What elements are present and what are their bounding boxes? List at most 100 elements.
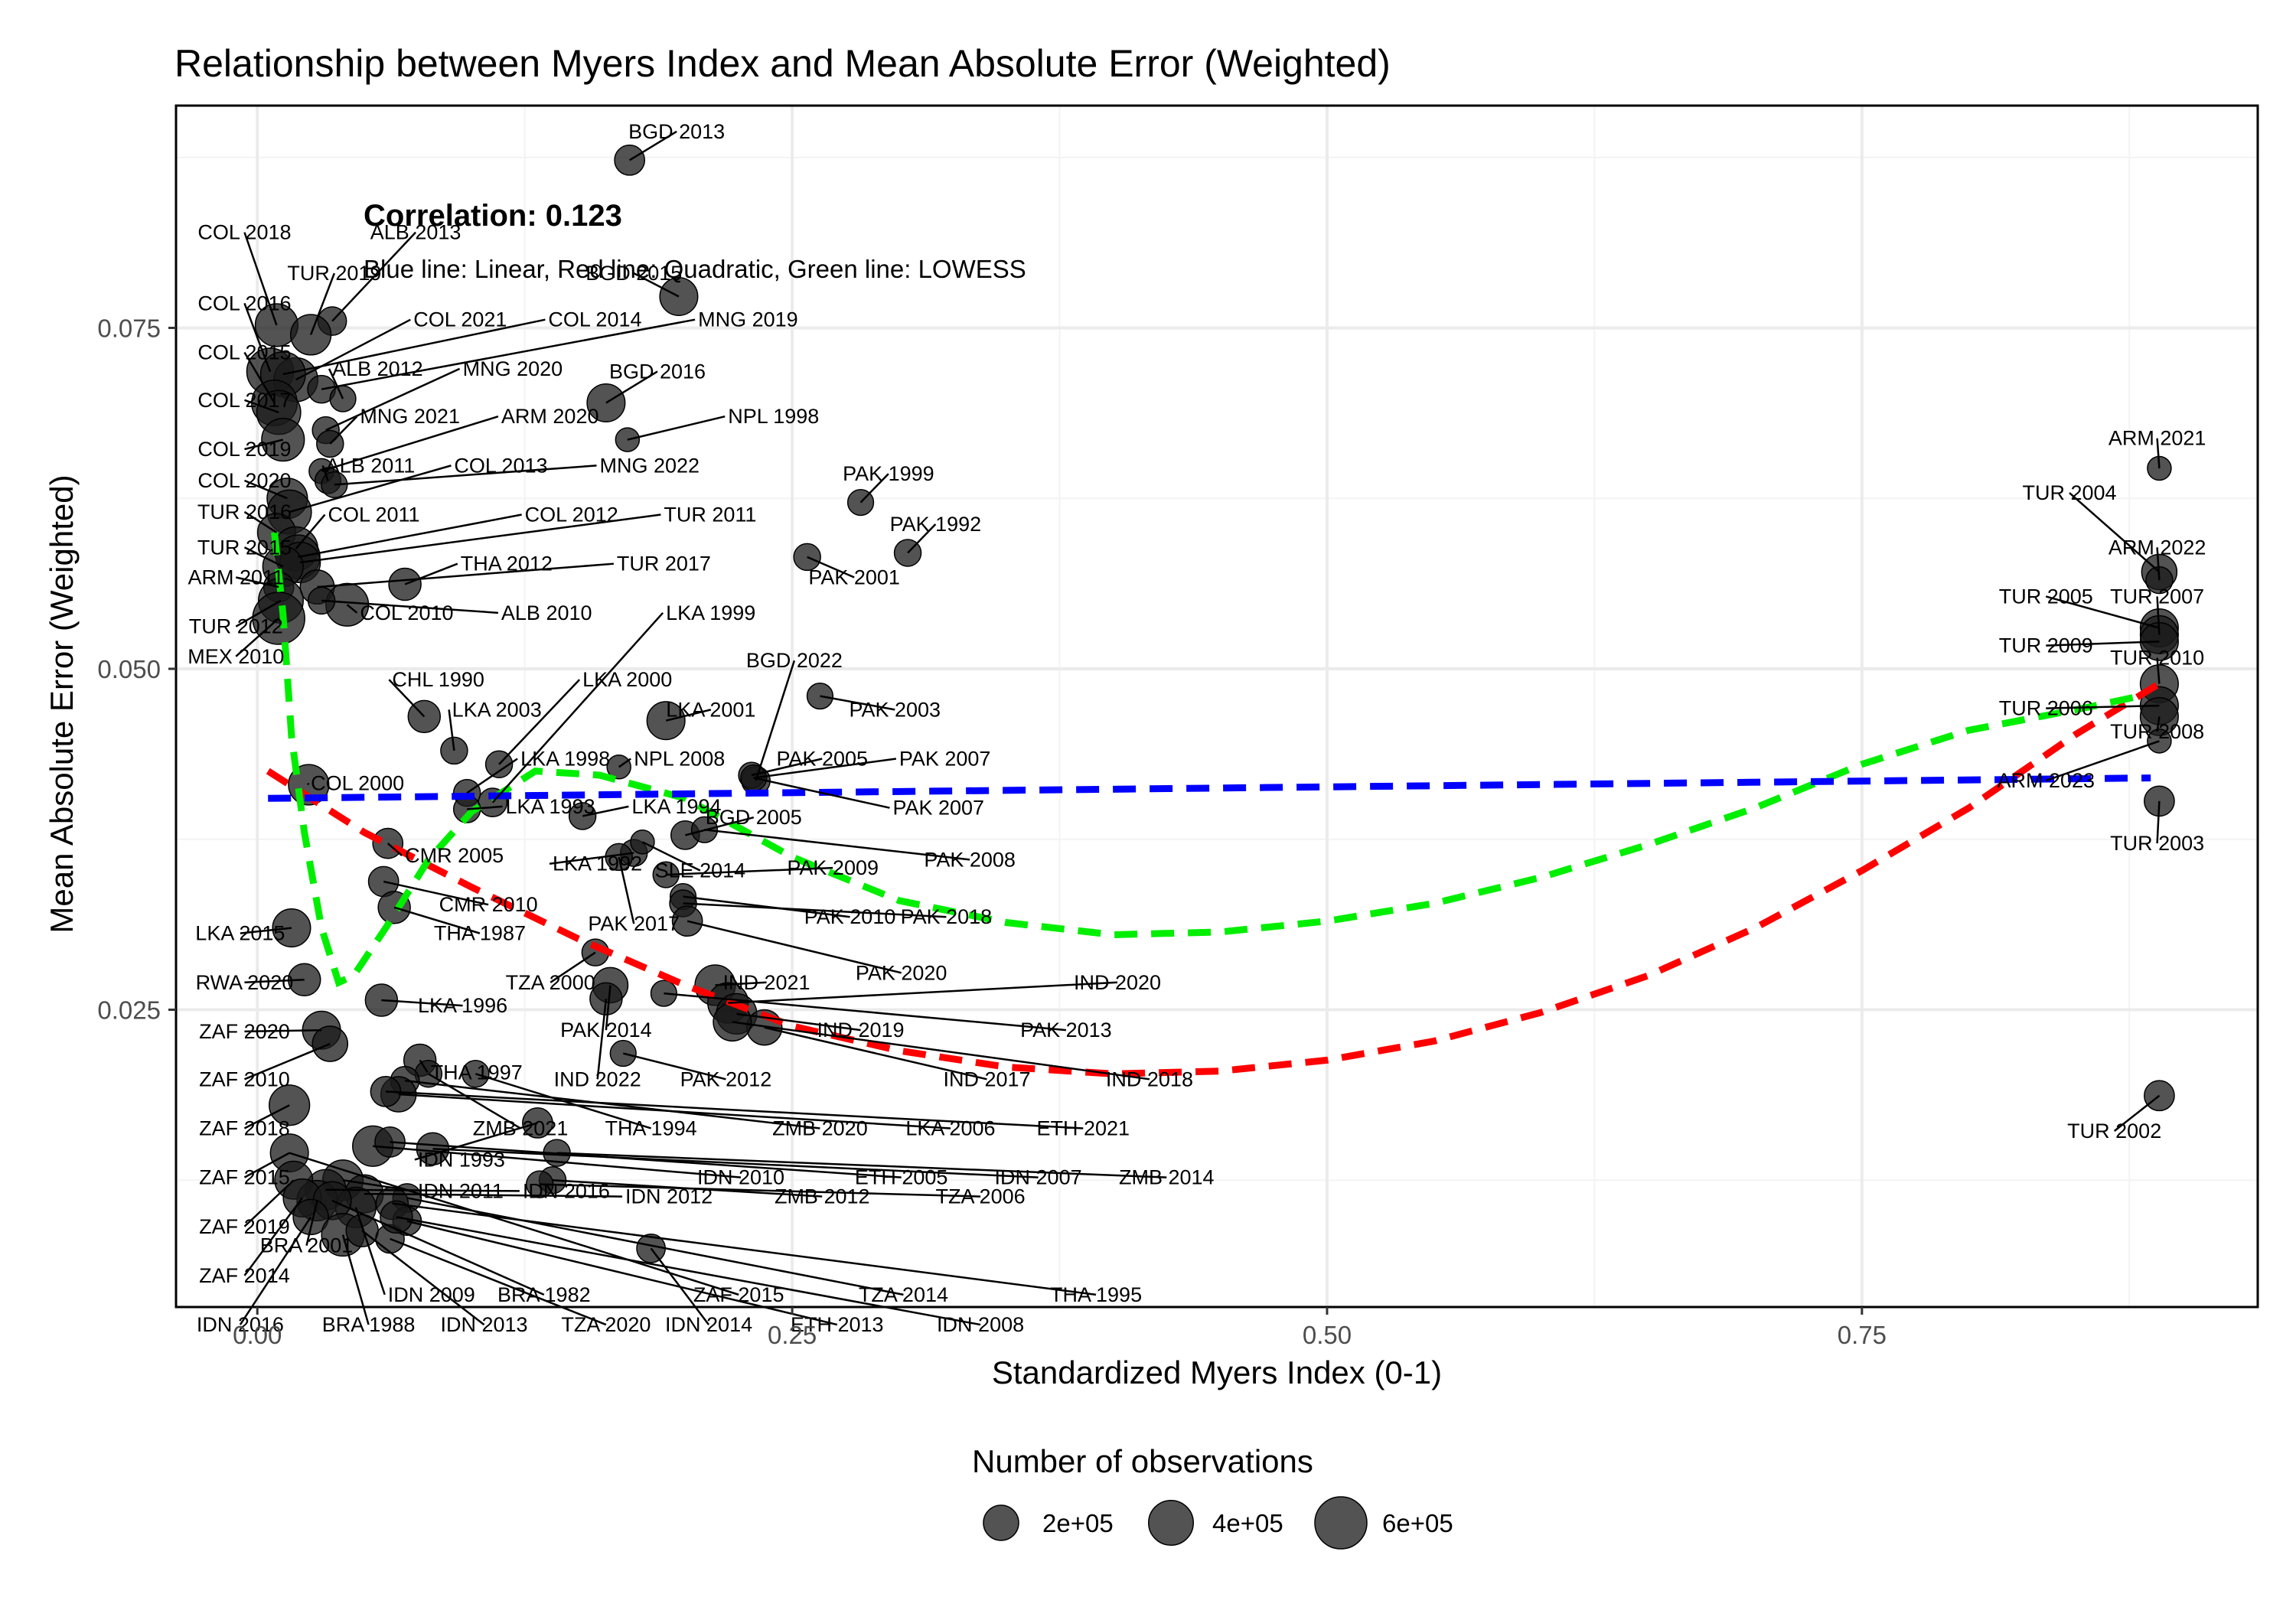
chart-title: Relationship between Myers Index and Mea… — [174, 42, 1391, 85]
label-leader-line — [305, 1200, 318, 1247]
label-leader-line — [2046, 641, 2160, 647]
label-leader-line — [243, 546, 284, 568]
point-labels: BGD 2013 COL 2018 ALB 2013 TUR 2019 BGD 2015… — [188, 120, 2206, 1336]
label-leader-line — [755, 660, 796, 781]
label-leader-line — [392, 1202, 1097, 1296]
x-tick-label: 0.25 — [768, 1321, 817, 1349]
point-label: COL 2016 — [197, 292, 291, 315]
label-leader-line — [240, 927, 292, 934]
label-leader-line — [243, 351, 276, 404]
legend-title: Number of observations — [972, 1443, 1313, 1479]
label-leader-line — [243, 510, 278, 533]
data-point — [659, 276, 699, 317]
point-label: PAK 1992 — [890, 513, 982, 536]
point-label: ZMB 2014 — [1119, 1166, 1215, 1189]
label-leader-line — [622, 1052, 726, 1081]
point-label: ALB 2013 — [370, 221, 461, 244]
point-label: TUR 2019 — [287, 262, 381, 285]
label-leader-line — [764, 1026, 987, 1081]
point-label: CMR 2005 — [405, 844, 504, 867]
label-leader-line — [331, 231, 417, 322]
point-label: LKA 2015 — [195, 922, 285, 945]
legend-size-key — [1314, 1496, 1368, 1550]
label-leader-line — [298, 513, 522, 559]
legend-label: 2e+05 — [1042, 1509, 1114, 1537]
label-leader-line — [582, 805, 629, 817]
point-label: THA 1995 — [1050, 1283, 1142, 1306]
point-label: MNG 2021 — [360, 405, 460, 428]
point-label: TZA 2014 — [859, 1283, 948, 1306]
point-label: PAK 2009 — [787, 856, 879, 879]
label-leader-line — [244, 979, 305, 984]
plot-background — [176, 106, 2258, 1307]
point-label: TUR 2002 — [2067, 1120, 2161, 1143]
label-leader-line — [448, 709, 455, 751]
point-label: PAK 2007 — [892, 797, 984, 820]
point-label: CHL 1990 — [392, 668, 484, 691]
label-leader-line — [2156, 596, 2161, 635]
label-leader-line — [666, 866, 833, 876]
point-label: ARM 2021 — [2108, 427, 2206, 450]
quadratic-fit-line — [266, 679, 2164, 1077]
label-leader-line — [665, 709, 712, 722]
point-label: COL 2000 — [311, 772, 404, 795]
size-legend: Number of observations 2e+05 4e+05 6e+05 — [972, 1443, 1453, 1550]
label-leader-line — [466, 758, 518, 794]
label-leader-line — [390, 1237, 607, 1326]
label-leader-line — [373, 1145, 742, 1178]
point-label: ARM 2022 — [2108, 536, 2206, 559]
point-label: ALB 2010 — [501, 601, 592, 624]
point-label: THA 1997 — [431, 1061, 523, 1084]
label-leader-line — [321, 318, 696, 390]
label-leader-line — [2045, 740, 2160, 782]
label-leader-line — [243, 1042, 331, 1081]
point-label: BGD 2005 — [706, 806, 802, 829]
label-leader-line — [736, 1012, 861, 1032]
label-leader-line — [386, 843, 403, 856]
label-leader-line — [627, 416, 726, 441]
point-label: RWA 2020 — [196, 971, 294, 994]
label-leader-line — [383, 880, 489, 906]
point-label: BGD 2016 — [609, 360, 706, 383]
point-label: TUR 2012 — [189, 615, 283, 638]
point-label: COL 2017 — [197, 389, 291, 412]
label-leader-line — [633, 272, 680, 298]
data-point — [2144, 1080, 2175, 1112]
point-label: IDN 2008 — [937, 1313, 1024, 1336]
point-label: MEX 2010 — [188, 645, 284, 668]
label-leader-line — [605, 370, 658, 404]
label-leader-line — [341, 1234, 370, 1325]
point-label: MNG 2020 — [463, 357, 563, 380]
label-leader-line — [628, 130, 677, 161]
label-leader-line — [364, 1192, 623, 1198]
label-leader-line — [732, 1021, 1150, 1081]
label-leader-line — [618, 856, 635, 924]
label-leader-line — [2156, 547, 2161, 581]
point-label: ZAF 2015 — [693, 1283, 784, 1306]
point-label: ALB 2012 — [332, 357, 423, 380]
label-leader-line — [549, 852, 634, 865]
point-label: LKA 2000 — [582, 668, 672, 691]
label-leader-line — [641, 841, 701, 872]
point-label: COL 2021 — [413, 308, 507, 331]
point-label: IND 2019 — [817, 1019, 905, 1041]
point-label: ZAF 2020 — [199, 1020, 290, 1043]
point-label: LKA 2001 — [666, 698, 755, 721]
label-leader-line — [244, 1028, 322, 1033]
grid-lines — [176, 106, 2258, 1307]
label-leader-line — [385, 1090, 1084, 1129]
label-leader-line — [2046, 704, 2160, 709]
label-leader-line — [618, 758, 631, 768]
point-label: PAK 2014 — [560, 1019, 652, 1041]
point-label: PAK 2018 — [901, 905, 993, 928]
label-leader-line — [295, 318, 411, 381]
legend-size-key — [1148, 1500, 1194, 1546]
lowess-fit-line — [271, 532, 2141, 988]
point-label: TUR 2008 — [2110, 720, 2204, 743]
label-leader-line — [2113, 1094, 2161, 1133]
x-tick-label: 0.50 — [1303, 1321, 1352, 1349]
label-leader-line — [354, 1207, 386, 1296]
label-leader-line — [244, 399, 279, 414]
label-leader-line — [328, 368, 344, 399]
label-leader-line — [321, 599, 498, 614]
